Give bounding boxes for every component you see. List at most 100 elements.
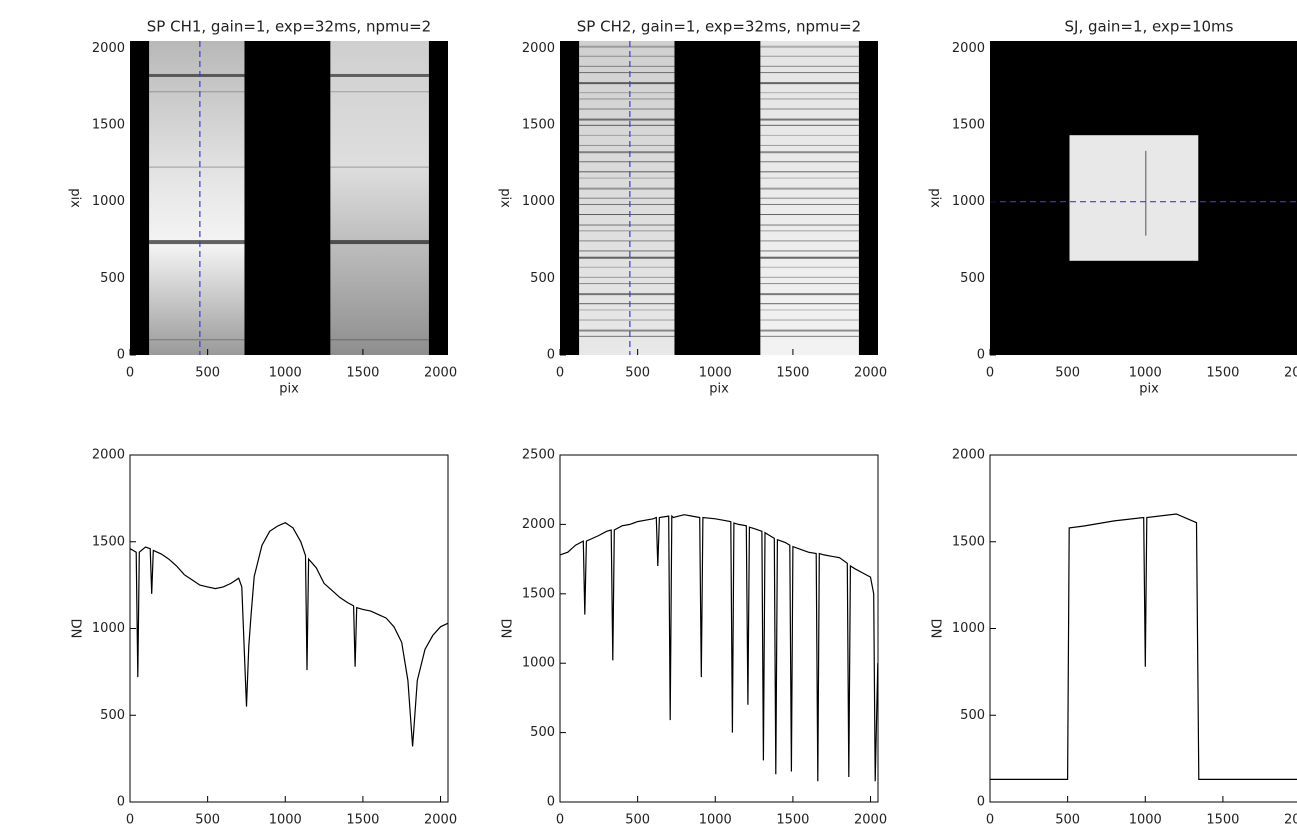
x-tick-label: 2000 [854,813,887,828]
image-stripe [579,250,675,252]
image-stripe [579,108,675,110]
plot-frame [559,454,879,803]
y-tick-label: 1500 [92,118,125,133]
image-stripe [330,166,429,168]
y-tick-label: 1500 [952,534,985,549]
image-stripe [760,230,859,232]
x-tick-label: 2000 [1284,813,1297,828]
image-stripe [579,161,675,163]
image-stripe [579,134,675,136]
image-square [1069,135,1199,261]
image-stripe [579,55,675,57]
image-stripe [760,124,859,126]
y-tick-label: 2000 [522,41,555,56]
image-stripe [760,319,859,321]
y-tick-label: 500 [530,725,555,740]
y-tick-label: 2000 [92,41,125,56]
spectrum-line [990,513,1297,780]
y-tick-label: 1000 [952,621,985,636]
image-stripe [760,335,859,337]
spectrum-line [129,522,449,747]
image-stripe [579,98,675,100]
image-stripe [760,256,859,259]
y-axis-label: pix [498,188,513,208]
image-stripe [579,283,675,285]
image-stripe [579,240,675,242]
image-stripe [760,250,859,252]
x-tick-label: 500 [625,366,650,381]
image-band [149,41,245,355]
image-stripe [760,177,859,179]
y-tick-label: 500 [100,271,125,286]
image-stripe [579,329,675,332]
panel-title: SP CH2, gain=1, exp=32ms, npmu=2 [577,18,861,36]
x-tick-label: 1500 [1206,813,1239,828]
image-stripe [579,45,675,48]
image-stripe [579,293,675,296]
image-stripe [579,214,675,216]
x-tick-label: 500 [625,813,650,828]
image-stripe [760,283,859,285]
x-tick-label: 2000 [424,366,457,381]
image-stripe [579,124,675,126]
x-tick-label: 1000 [1129,813,1162,828]
image-stripe [579,303,675,305]
x-tick-label: 0 [126,813,134,828]
image-stripe [760,45,859,48]
spectrum-line [559,514,879,782]
y-tick-label: 1500 [522,586,555,601]
image-stripe [149,73,245,77]
image-stripe [760,151,859,154]
image-stripe [579,197,675,199]
x-tick-label: 1500 [776,813,809,828]
image-stripe [760,240,859,242]
image-stripe [149,339,245,341]
image-stripe [330,73,429,77]
image-stripe [760,98,859,100]
y-tick-label: 0 [547,348,555,363]
y-axis-label: DN [928,619,943,639]
x-tick-label: 500 [195,813,220,828]
image-stripe [579,82,675,85]
x-tick-label: 2000 [1284,366,1297,381]
x-tick-label: 2000 [854,366,887,381]
image-stripe [330,240,429,245]
image-band [579,41,675,355]
image-stripe [579,151,675,154]
x-tick-label: 1500 [346,366,379,381]
x-axis-label: pix [1139,382,1159,397]
y-tick-label: 1500 [952,118,985,133]
x-tick-label: 1500 [1206,366,1239,381]
y-axis-label: DN [68,619,83,639]
y-tick-label: 1000 [92,621,125,636]
image-stripe [579,187,675,190]
x-tick-label: 1000 [269,366,302,381]
image-stripe [760,309,859,311]
image-stripe [579,224,675,227]
y-tick-label: 2000 [952,41,985,56]
y-tick-label: 500 [960,708,985,723]
x-axis-label: pix [709,382,729,397]
image-stripe [579,171,675,173]
y-tick-label: 2000 [952,448,985,463]
image-stripe [760,118,859,121]
image-stripe [149,91,245,93]
panel-title: SJ, gain=1, exp=10ms [1065,18,1234,36]
image-stripe [579,335,675,337]
y-tick-label: 1500 [522,118,555,133]
image-stripe [760,92,859,94]
x-tick-label: 500 [195,366,220,381]
x-tick-label: 1000 [699,366,732,381]
image-stripe [579,309,675,311]
image-stripe [760,214,859,216]
image-stripe [760,266,859,268]
image-band [330,41,429,355]
x-tick-label: 1000 [699,813,732,828]
plot-frame [989,454,1297,803]
image-stripe [330,339,429,341]
image-stripe [760,187,859,190]
y-tick-label: 1000 [92,194,125,209]
image-stripe [760,72,859,74]
image-stripe [579,256,675,259]
